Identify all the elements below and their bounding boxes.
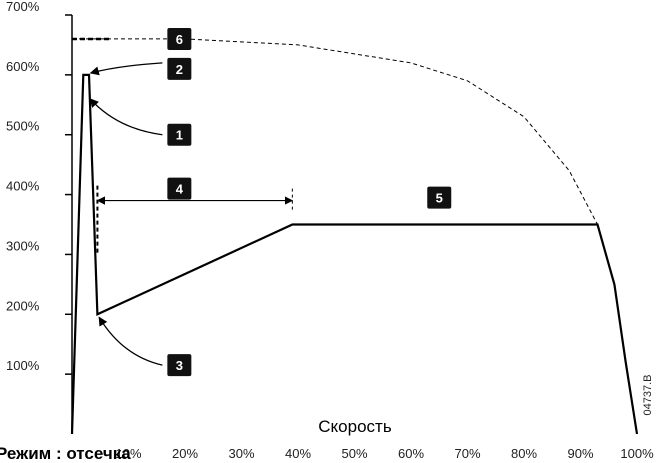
y-tick-label: 700% [6, 0, 40, 14]
marker-label: 4 [176, 182, 184, 197]
solid-series-line [72, 75, 637, 434]
marker-4: 4 [167, 178, 191, 200]
chart-series [72, 39, 637, 434]
x-axis-label: Скорость [318, 417, 392, 436]
x-tick-label: 100% [620, 446, 654, 461]
x-tick-label: 60% [398, 446, 424, 461]
marker-label: 6 [176, 32, 183, 47]
marker-6: 6 [167, 28, 191, 50]
y-tick-label: 300% [6, 238, 40, 253]
y-tick-label: 100% [6, 358, 40, 373]
x-tick-label: 70% [454, 446, 480, 461]
x-tick-label: 90% [567, 446, 593, 461]
marker-3: 3 [167, 354, 191, 376]
x-tick-label: 50% [341, 446, 367, 461]
marker-label: 5 [436, 191, 443, 206]
x-tick-labels: 10% 20% 30% 40% 50% 60% 70% 80% 90% 100% [115, 446, 654, 461]
marker-label: 3 [176, 358, 183, 373]
x-tick-label: 40% [285, 446, 311, 461]
marker-label: 2 [176, 62, 183, 77]
marker-1: 1 [167, 124, 191, 146]
dashed-series-line [72, 39, 598, 225]
x-tick-label: 80% [511, 446, 537, 461]
pointer-arrow-1 [90, 99, 162, 135]
annotation-arrows [90, 63, 292, 365]
y-tick-label: 600% [6, 59, 40, 74]
marker-2: 2 [167, 58, 191, 80]
figure-code: 04737.B [642, 375, 654, 416]
x-tick-label: 20% [172, 446, 198, 461]
y-tick-label: 400% [6, 179, 40, 194]
figure-caption: Режим : отсечка [0, 444, 131, 463]
marker-label: 1 [176, 128, 183, 143]
marker-5: 5 [427, 187, 451, 209]
y-tick-label: 200% [6, 298, 40, 313]
x-tick-label: 30% [228, 446, 254, 461]
number-markers: 6 2 1 4 5 3 [167, 28, 451, 376]
y-tick-label: 500% [6, 119, 40, 134]
pointer-arrow-2 [91, 63, 163, 73]
y-tick-labels: 100% 200% 300% 400% 500% 600% 700% [6, 0, 72, 374]
pointer-arrow-3 [99, 317, 162, 365]
